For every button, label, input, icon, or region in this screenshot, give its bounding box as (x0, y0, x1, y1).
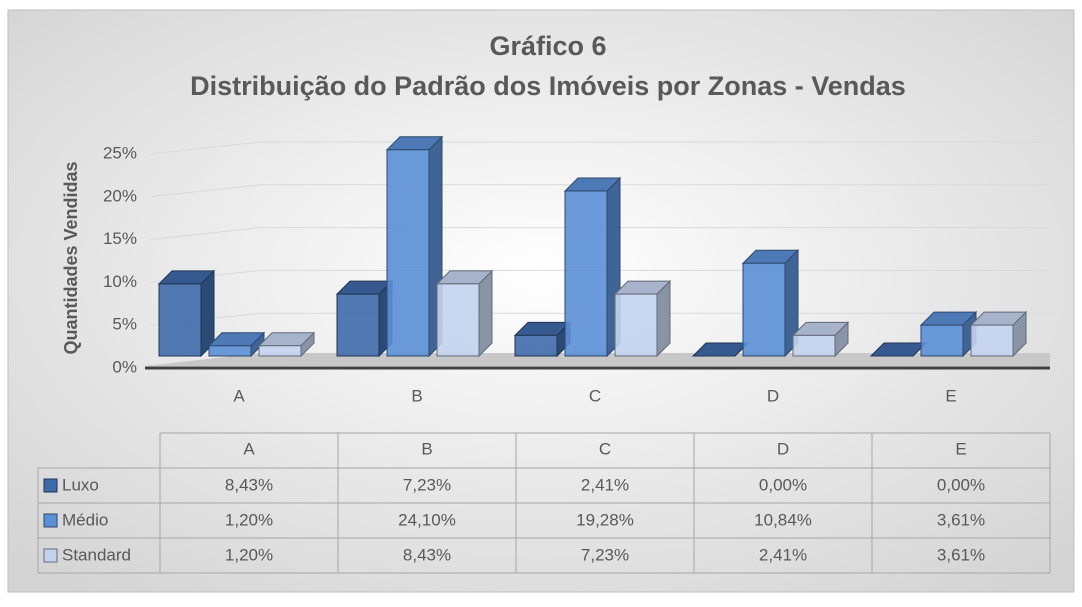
table-cell: 10,84% (754, 510, 812, 529)
chart-subtitle: Distribuição do Padrão dos Imóveis por Z… (190, 71, 906, 101)
bar-front (386, 149, 430, 357)
table-header: E (955, 439, 966, 458)
legend-swatch (43, 478, 58, 493)
table-header: C (599, 439, 611, 458)
bar (563, 176, 622, 358)
bar (207, 331, 266, 358)
legend-label: Médio (62, 510, 108, 529)
bar-front (614, 293, 658, 357)
bar-front (920, 324, 964, 357)
bar-front (742, 262, 786, 357)
bar (919, 310, 978, 358)
table-cell: 1,20% (225, 545, 273, 564)
bar-front (970, 324, 1014, 357)
x-tick-label: B (411, 386, 422, 405)
bar-front (436, 283, 480, 357)
table-cell: 7,23% (581, 545, 629, 564)
x-tick-label: D (767, 386, 779, 405)
bar (969, 310, 1028, 358)
x-tick-label: E (945, 386, 956, 405)
bar (741, 249, 800, 358)
y-tick-label: 15% (103, 229, 137, 248)
grid-line (149, 141, 261, 155)
table-cell: 1,20% (225, 510, 273, 529)
legend-swatch (43, 513, 58, 528)
bar (791, 321, 850, 358)
table-cell: 2,41% (581, 475, 629, 494)
bar-front (258, 345, 302, 357)
bar (157, 269, 216, 358)
y-tick-label: 10% (103, 272, 137, 291)
table-cell: 3,61% (937, 510, 985, 529)
bar (435, 269, 494, 358)
legend-label: Luxo (62, 475, 99, 494)
bar-front (564, 190, 608, 357)
grid-line (149, 227, 261, 241)
bar (385, 135, 444, 358)
bar-front (514, 334, 558, 357)
table-header: B (421, 439, 432, 458)
grid-line (149, 184, 261, 198)
bar-side (478, 269, 493, 358)
bar (513, 321, 572, 358)
bar-front (158, 283, 202, 357)
table-cell: 2,41% (759, 545, 807, 564)
y-tick-label: 5% (112, 315, 137, 334)
table-cell: 3,61% (937, 545, 985, 564)
bar-front (792, 334, 836, 357)
bar-front (208, 345, 252, 357)
table-cell: 24,10% (398, 510, 456, 529)
data-table: A B C D E Luxo 8,43% 7,23% 2,41% 0,00% 0,00% Médio 1… (37, 432, 1051, 574)
legend-label: Standard (62, 545, 131, 564)
y-tick-label: 0% (112, 357, 137, 376)
table-cell: 7,23% (403, 475, 451, 494)
table-cell: 8,43% (403, 545, 451, 564)
table-cell: 0,00% (759, 475, 807, 494)
y-tick-label: 25% (103, 143, 137, 162)
bar (335, 279, 394, 358)
x-tick-label: A (233, 386, 245, 405)
legend-swatch (43, 548, 58, 563)
table-header: D (777, 439, 789, 458)
chart-title: Gráfico 6 (489, 31, 606, 61)
table-cell: 8,43% (225, 475, 273, 494)
x-tick-label: C (589, 386, 601, 405)
table-cell: 0,00% (937, 475, 985, 494)
bar-front (336, 293, 380, 357)
bar (257, 331, 316, 358)
y-tick-label: 20% (103, 186, 137, 205)
y-axis-label: Quantidades Vendidas (61, 161, 81, 354)
table-cell: 19,28% (576, 510, 634, 529)
bar (613, 279, 672, 358)
table-header: A (243, 439, 255, 458)
